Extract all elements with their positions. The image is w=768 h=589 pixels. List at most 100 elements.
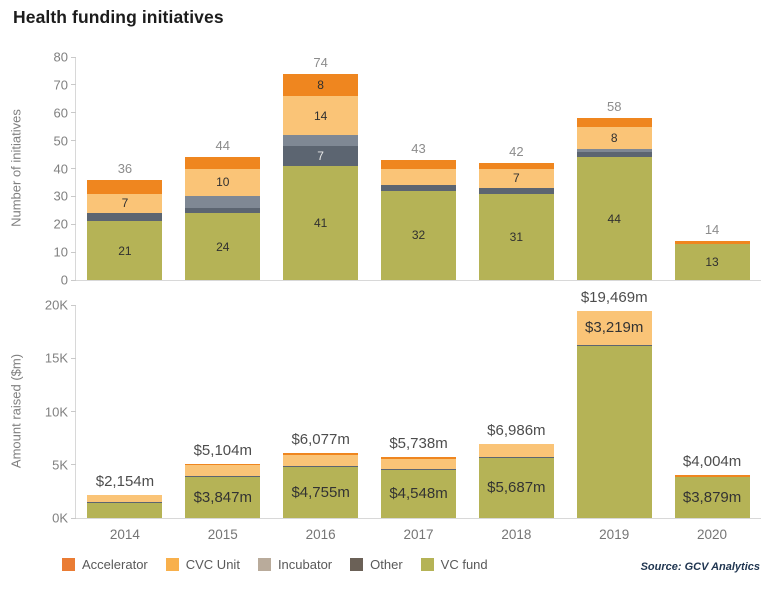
segment-value-label: 32 [411, 228, 426, 243]
y-tick-label: 70 [53, 77, 68, 93]
x-axis-label-2016: 2016 [305, 527, 336, 542]
bar-segment-cvc-unit-2015 [185, 464, 261, 476]
y-axis-title-amount: Amount raised ($m) [8, 353, 24, 469]
source-note: Source: GCV Analytics [640, 561, 760, 573]
bar-segment-cvc-unit-2019: $3,219m [576, 310, 652, 345]
y-tick-mark [71, 112, 76, 114]
bar-segment-accelerator-2015 [185, 463, 261, 465]
bar-segment-vc-fund-2017: $4,548m [381, 469, 456, 518]
segment-value-label: $4,548m [389, 485, 448, 503]
x-axis-label-2019: 2019 [599, 527, 630, 542]
bar-segment-other-2018 [478, 188, 554, 194]
bar-segment-accelerator-2019 [576, 118, 652, 127]
initiatives-stacked-bar-chart: 0 10 20 30 40 50 60 70 80 21 7 36 24 10 44 41 7 14 8 74 32 43… [54, 51, 761, 287]
bar-segment-cvc-unit-2018: 7 [478, 168, 554, 189]
legend-label: VC fund [440, 557, 488, 572]
y-tick-label: 15K [44, 350, 68, 366]
y-tick-label: 50 [53, 133, 68, 149]
y-tick-mark [71, 223, 76, 225]
x-axis-label-2014: 2014 [109, 527, 140, 542]
bar-total-label: $4,004m [682, 453, 742, 471]
y-tick-label: 0K [52, 510, 68, 526]
segment-value-label: 10 [216, 175, 230, 190]
segment-value-label: $3,847m [193, 489, 252, 507]
bar-segment-vc-fund-2016: $4,755m [283, 467, 359, 518]
y-tick-mark [71, 279, 76, 281]
legend-label: Other [370, 557, 403, 572]
bar-segment-vc-fund-2020: $3,879m [674, 476, 750, 518]
legend-label: Incubator [277, 557, 333, 572]
bar-segment-other-2019 [576, 344, 652, 347]
segment-value-label: $5,687m [487, 479, 546, 497]
legend-item-vc-fund: VC fund [420, 557, 488, 572]
bar-segment-vc-fund-2014: 21 [87, 221, 163, 280]
legend-item-accelerator: Accelerator [62, 557, 148, 572]
y-tick-label: 0 [60, 272, 68, 288]
segment-value-label: 8 [610, 130, 618, 145]
bar-segment-other-2016: 7 [283, 146, 359, 166]
x-axis-label-2018: 2018 [501, 527, 532, 542]
segment-value-label: 8 [317, 77, 324, 92]
bar-total-label: 36 [117, 160, 133, 176]
y-tick-label: 40 [53, 161, 68, 176]
y-axis-title-initiatives: Number of initiatives [8, 109, 24, 227]
x-axis-label-2015: 2015 [207, 527, 238, 542]
bar-segment-vc-fund-2020: 13 [674, 243, 750, 280]
bar-segment-cvc-unit-2014: 7 [87, 193, 163, 214]
bar-segment-cvc-unit-2019: 8 [576, 126, 652, 149]
bar-total-label: 74 [313, 54, 328, 70]
y-tick-mark [71, 84, 76, 86]
segment-value-label: 24 [216, 239, 230, 254]
bar-segment-vc-fund-2019: 44 [576, 157, 652, 280]
legend-item-incubator: Incubator [257, 557, 333, 572]
segment-value-label: 13 [705, 254, 719, 269]
segment-value-label: 7 [121, 196, 129, 211]
bar-segment-vc-fund-2018: $5,687m [478, 457, 554, 518]
y-tick-label: 10 [53, 244, 68, 260]
segment-value-label: 14 [313, 108, 328, 123]
y-tick-mark [71, 357, 76, 359]
y-tick-mark [71, 195, 76, 197]
bar-segment-accelerator-2020 [674, 240, 750, 244]
x-axis-label-2020: 2020 [697, 527, 728, 542]
amount-raised-stacked-bar-chart: 0K 5K 10K 15K 20K $2,154m 2014 $3,847m $5,104m 20… [45, 290, 761, 541]
y-tick-label: 80 [53, 49, 68, 65]
legend-label: Accelerator [82, 557, 148, 572]
bar-segment-other-2016 [283, 466, 359, 468]
segment-value-label: $3,219m [585, 319, 644, 337]
bar-segment-accelerator-2015 [185, 157, 261, 169]
segment-value-label: 21 [118, 243, 132, 258]
y-tick-mark [71, 168, 76, 169]
segment-value-label: 31 [509, 229, 524, 244]
y-tick-label: 20 [53, 216, 68, 232]
bar-total-label: $6,986m [487, 421, 546, 439]
bar-total-label: $5,738m [389, 434, 448, 452]
bar-segment-vc-fund-2016: 41 [283, 165, 359, 280]
y-tick-mark [71, 251, 76, 253]
legend: Accelerator CVC Unit Incubator Other VC fund [62, 557, 488, 572]
bar-total-label: 58 [606, 99, 622, 115]
y-tick-mark [71, 304, 76, 306]
bar-segment-accelerator-2016 [283, 453, 359, 455]
y-tick-mark [71, 411, 76, 412]
bar-segment-cvc-unit-2017 [381, 168, 456, 186]
bar-total-label: $5,104m [193, 441, 252, 459]
y-tick-label: 20K [44, 297, 68, 313]
bar-segment-cvc-unit-2016: 14 [283, 96, 359, 136]
bar-total-label: 43 [411, 141, 426, 157]
legend-label: CVC Unit [185, 557, 240, 572]
bar-segment-cvc-unit-2014 [87, 495, 163, 503]
bar-total-label: 42 [509, 143, 524, 159]
bar-segment-accelerator-2017 [381, 456, 456, 459]
y-tick-label: 60 [53, 105, 68, 121]
bar-total-label: 14 [704, 221, 720, 237]
x-axis-label-2017: 2017 [403, 527, 434, 542]
y-tick-label: 5K [52, 457, 68, 473]
bar-segment-vc-fund-2017: 32 [381, 190, 456, 280]
bar-segment-vc-fund-2019 [576, 346, 652, 518]
bar-segment-incubator-2015 [185, 196, 261, 208]
legend-item-other: Other [350, 557, 403, 572]
bar-segment-accelerator-2018 [478, 162, 554, 169]
bar-segment-other-2015 [185, 207, 261, 214]
